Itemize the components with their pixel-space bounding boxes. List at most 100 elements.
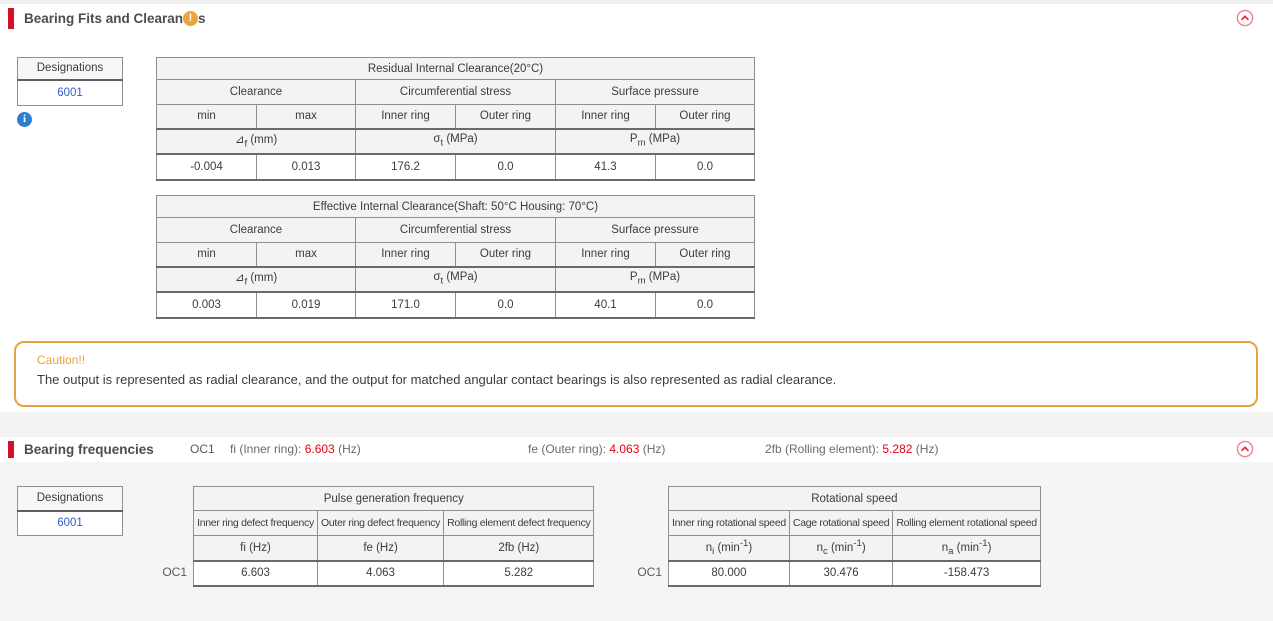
column-header: Cage rotational speed — [788, 510, 894, 536]
designation-link[interactable]: 6001 — [17, 79, 123, 106]
unit-header: fi (Hz) — [193, 535, 318, 562]
value-cell: 0.003 — [156, 291, 257, 319]
summary-unit: (Hz) — [642, 442, 666, 456]
unit-header: ni (min-1) — [668, 535, 790, 562]
caution-box: Caution!! The output is represented as r… — [14, 341, 1258, 407]
chevron-up-circle-icon — [1236, 9, 1254, 27]
column-header: Outer ring — [655, 242, 755, 268]
value-cell: 40.1 — [555, 291, 656, 319]
table-title: Rotational speed — [668, 486, 1041, 511]
group-header: Clearance — [156, 79, 356, 105]
summary-value: 5.282 — [882, 442, 913, 456]
summary-label: fe (Outer ring): — [528, 442, 607, 456]
value-cell: -158.473 — [892, 560, 1041, 587]
designations-table-frequencies: Designations 6001 — [17, 486, 123, 536]
column-header: min — [156, 242, 257, 268]
value-cell: 5.282 — [443, 560, 595, 587]
unit-header: σt (MPa) — [355, 266, 556, 293]
value-cell: 30.476 — [788, 560, 894, 587]
column-header: max — [256, 104, 356, 130]
column-header: Outer ring defect frequency — [316, 510, 445, 536]
table-title: Residual Internal Clearance(20°C) — [156, 57, 755, 80]
row-label-oc1: OC1 — [162, 565, 187, 579]
value-cell: 4.063 — [316, 560, 445, 587]
section-accent-bar — [8, 8, 14, 29]
rotational-speed-table: Rotational speed Inner ring rotational s… — [668, 486, 1041, 587]
column-header: Rolling element defect frequency — [443, 510, 595, 536]
group-header: Clearance — [156, 217, 356, 243]
row-label-oc1: OC1 — [637, 565, 662, 579]
column-header: Inner ring — [555, 104, 656, 130]
section-title-fits: Bearing Fits and Clearances — [24, 11, 206, 26]
case-label: OC1 — [190, 442, 215, 456]
unit-header: σt (MPa) — [355, 128, 556, 155]
chevron-up-circle-icon — [1236, 440, 1254, 458]
unit-header: Pm (MPa) — [555, 128, 755, 155]
top-band — [0, 0, 1273, 4]
summary-value: 6.603 — [304, 442, 335, 456]
collapse-section-frequencies-button[interactable] — [1236, 440, 1254, 458]
summary-value: 4.063 — [609, 442, 640, 456]
value-cell: 171.0 — [355, 291, 456, 319]
value-cell: 0.0 — [455, 153, 556, 181]
designations-header: Designations — [17, 486, 123, 512]
group-header: Surface pressure — [555, 79, 755, 105]
summary-label: 2fb (Rolling element): — [765, 442, 880, 456]
column-header: Outer ring — [455, 242, 556, 268]
designation-link[interactable]: 6001 — [17, 510, 123, 536]
column-header: min — [156, 104, 257, 130]
pulse-frequency-table: Pulse generation frequency Inner ring de… — [192, 486, 595, 587]
unit-header: nc (min-1) — [788, 535, 894, 562]
unit-header: Pm (MPa) — [555, 266, 755, 293]
effective-clearance-table: Effective Internal Clearance(Shaft: 50°C… — [156, 195, 755, 319]
section-accent-bar — [8, 441, 14, 458]
summary-unit: (Hz) — [338, 442, 361, 456]
value-cell: 0.013 — [256, 153, 356, 181]
value-cell: 0.019 — [256, 291, 356, 319]
column-header: Outer ring — [655, 104, 755, 130]
caution-title: Caution!! — [37, 353, 86, 367]
value-cell: 0.0 — [455, 291, 556, 319]
residual-clearance-table: Residual Internal Clearance(20°C) Cleara… — [156, 57, 755, 181]
value-cell: 41.3 — [555, 153, 656, 181]
unit-header: ⊿f (mm) — [156, 128, 356, 155]
column-header: Outer ring — [455, 104, 556, 130]
column-header: Inner ring — [355, 104, 456, 130]
column-header: Inner ring defect frequency — [193, 510, 318, 536]
value-cell: 6.603 — [193, 560, 318, 587]
section-header-frequencies: Bearing frequencies OC1 fi (Inner ring):… — [0, 437, 1273, 462]
group-header: Circumferential stress — [355, 79, 556, 105]
bottom-section-background — [0, 462, 1273, 621]
group-header: Surface pressure — [555, 217, 755, 243]
column-header: Rolling element rotational speed — [892, 510, 1041, 536]
info-icon[interactable]: i — [17, 112, 32, 127]
group-header: Circumferential stress — [355, 217, 556, 243]
section-divider-band — [0, 412, 1273, 437]
summary-unit: (Hz) — [915, 442, 939, 456]
column-header: max — [256, 242, 356, 268]
frequency-summary-rolling-element: 2fb (Rolling element): 5.282 (Hz) — [765, 437, 938, 462]
column-header: Inner ring rotational speed — [668, 510, 790, 536]
frequency-summary-inner-ring: fi (Inner ring): 6.603 (Hz) — [230, 437, 361, 462]
collapse-section-fits-button[interactable] — [1236, 9, 1254, 27]
section-title-frequencies: Bearing frequencies — [24, 442, 154, 457]
section-header-fits: Bearing Fits and Clearances ! — [0, 4, 1273, 33]
table-title: Pulse generation frequency — [192, 486, 595, 511]
summary-label: fi (Inner ring): — [230, 442, 302, 456]
frequency-summary-outer-ring: fe (Outer ring): 4.063 (Hz) — [528, 437, 665, 462]
column-header: Inner ring — [555, 242, 656, 268]
value-cell: 80.000 — [668, 560, 790, 587]
column-header: Inner ring — [355, 242, 456, 268]
value-cell: 0.0 — [655, 291, 755, 319]
value-cell: 176.2 — [355, 153, 456, 181]
unit-header: na (min-1) — [892, 535, 1041, 562]
caution-text: The output is represented as radial clea… — [37, 372, 837, 387]
unit-header: fe (Hz) — [316, 535, 445, 562]
unit-header: 2fb (Hz) — [443, 535, 595, 562]
unit-header: ⊿f (mm) — [156, 266, 356, 293]
warning-icon[interactable]: ! — [183, 11, 198, 26]
designations-header: Designations — [17, 57, 123, 81]
value-cell: 0.0 — [655, 153, 755, 181]
table-title: Effective Internal Clearance(Shaft: 50°C… — [156, 195, 755, 218]
